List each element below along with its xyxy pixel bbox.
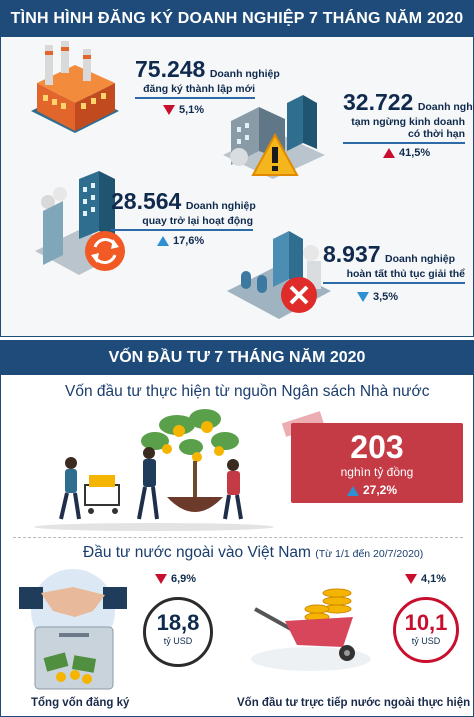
arrow-up-icon — [347, 485, 359, 496]
change-value: 5,1% — [179, 104, 205, 116]
stat-returning-enterprises: 28.564 Doanh nghiệp quay trở lại hoạt độ… — [111, 188, 256, 235]
stat-label-line3: có thời hạn — [407, 128, 465, 140]
arrow-down-icon — [163, 105, 175, 116]
fdi-period: (Từ 1/1 đến 20/7/2020) — [315, 548, 424, 560]
section2-banner: VỐN ĐẦU TƯ 7 THÁNG NĂM 2020 — [1, 341, 473, 375]
money-tree-illustration — [34, 409, 274, 531]
change-value: 4,1% — [421, 573, 447, 585]
change-value: 17,6% — [173, 235, 205, 247]
stat-value: 32.722 — [343, 89, 414, 115]
stat-label: Doanh nghiệp — [417, 101, 474, 113]
change-dissolved-enterprises: 3,5% — [357, 291, 398, 303]
business-registration-panel: TÌNH HÌNH ĐĂNG KÝ DOANH NGHIỆP 7 THÁNG N… — [0, 0, 474, 337]
disbursed-capital-value: 10,1 — [404, 610, 448, 635]
budget-unit: nghìn tỷ đồng — [340, 465, 414, 479]
factory-illustration — [31, 41, 119, 133]
arrow-up-icon — [157, 236, 169, 247]
disbursed-capital-unit: tỷ USD — [411, 636, 441, 646]
stat-label-line2: tạm ngừng kinh doanh — [351, 116, 465, 128]
stat-value: 8.937 — [323, 241, 381, 267]
arrow-down-icon — [155, 574, 167, 585]
stat-dissolved-enterprises: 8.937 Doanh nghiệp hoàn tất thủ tục giải… — [323, 241, 465, 288]
budget-heading: Vốn đầu tư thực hiện từ nguồn Ngân sách … — [65, 383, 430, 400]
budget-value-box: 203 nghìn tỷ đồng 27,2% — [291, 423, 463, 503]
dissolved-building-illustration — [227, 231, 331, 319]
stat-underline — [111, 229, 253, 231]
stat-suspended-enterprises: 32.722 Doanh nghiệp tạm ngừng kinh doanh… — [343, 89, 474, 148]
budget-change: 27,2% — [347, 483, 397, 497]
registered-capital-circle: 18,8 tỷ USD — [143, 597, 213, 667]
budget-value: 203 — [350, 429, 404, 465]
stat-label-line2: hoàn tất thủ tục giải thể — [346, 268, 465, 280]
section1-banner: TÌNH HÌNH ĐĂNG KÝ DOANH NGHIỆP 7 THÁNG N… — [1, 1, 473, 37]
change-value: 3,5% — [373, 291, 399, 303]
stat-label-line2: đăng ký thành lập mới — [143, 83, 255, 95]
refresh-building-illustration — [35, 171, 125, 275]
investment-panel: VỐN ĐẦU TƯ 7 THÁNG NĂM 2020 Vốn đầu tư t… — [0, 340, 474, 717]
registered-capital-unit: tỷ USD — [163, 636, 193, 646]
change-returning-enterprises: 17,6% — [157, 235, 204, 247]
stat-label-line2: quay trở lại hoạt động — [142, 215, 253, 227]
arrow-down-icon — [357, 292, 369, 303]
arrow-down-icon — [405, 574, 417, 585]
registered-capital-caption: Tổng vốn đăng ký — [31, 697, 130, 709]
stat-label: Doanh nghiệp — [209, 68, 280, 80]
stat-value: 75.248 — [135, 56, 206, 82]
fdi-heading: Đầu tư nước ngoài vào Việt Nam (Từ 1/1 đ… — [83, 544, 423, 562]
disbursed-capital-circle: 10,1 tỷ USD — [393, 597, 459, 663]
handshake-illustration — [19, 569, 127, 690]
stat-underline — [135, 97, 255, 99]
wheelbarrow-illustration — [251, 588, 371, 671]
stat-value: 28.564 — [111, 188, 182, 214]
registered-capital-value: 18,8 — [156, 610, 200, 635]
budget-change-value: 27,2% — [363, 483, 398, 497]
change-value: 6,9% — [171, 573, 197, 585]
stat-underline — [323, 282, 465, 284]
fdi-heading-text: Đầu tư nước ngoài vào Việt Nam — [83, 544, 311, 561]
change-disbursed-capital: 4,1% — [405, 573, 446, 585]
stat-label: Doanh nghiệp — [185, 200, 256, 212]
change-new-enterprises: 5,1% — [163, 104, 204, 116]
disbursed-capital-caption: Vốn đầu tư trực tiếp nước ngoài thực hiệ… — [237, 697, 471, 709]
change-registered-capital: 6,9% — [155, 573, 196, 585]
stat-label: Doanh nghiệp — [385, 253, 456, 265]
change-value: 41,5% — [399, 147, 431, 159]
stat-new-enterprises: 75.248 Doanh nghiệp đăng ký thành lập mớ… — [135, 56, 280, 103]
section2-title: VỐN ĐẦU TƯ 7 THÁNG NĂM 2020 — [108, 349, 366, 366]
change-suspended-enterprises: 41,5% — [383, 147, 430, 159]
warning-building-illustration — [223, 95, 325, 179]
stat-underline — [343, 142, 465, 144]
divider — [13, 537, 463, 538]
section1-title: TÌNH HÌNH ĐĂNG KÝ DOANH NGHIỆP 7 THÁNG N… — [10, 10, 464, 27]
arrow-up-icon — [383, 148, 395, 159]
